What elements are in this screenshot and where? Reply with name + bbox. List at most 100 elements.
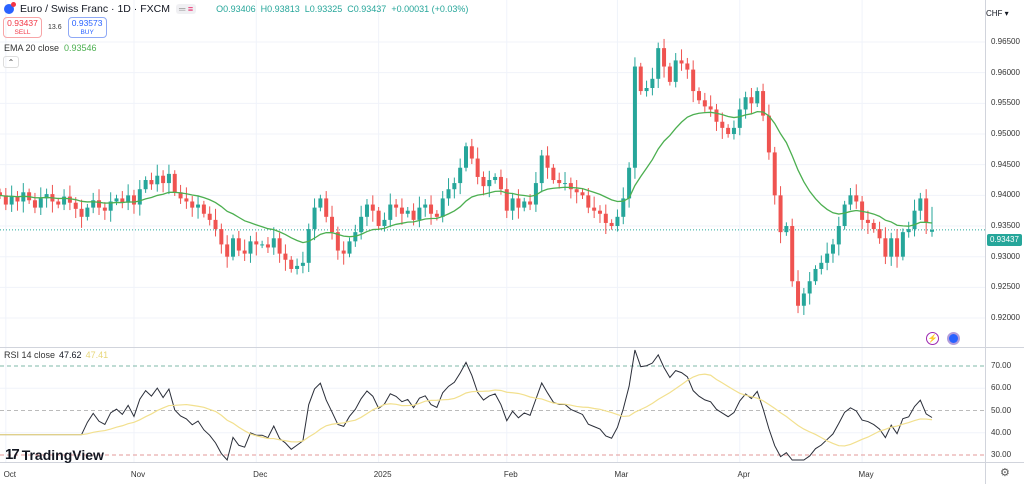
candle-body bbox=[254, 241, 259, 245]
candle-body bbox=[359, 216, 364, 233]
settings-gear-icon[interactable]: ⚙ bbox=[1000, 467, 1010, 479]
candle-body bbox=[708, 106, 713, 110]
candle-body bbox=[405, 210, 410, 214]
candle-body bbox=[615, 216, 620, 227]
candle-body bbox=[67, 196, 72, 203]
candle-body bbox=[493, 176, 498, 181]
rsi-tick-label: 70.00 bbox=[991, 361, 1012, 370]
candle-body bbox=[155, 175, 160, 185]
close-value: 0.93437 bbox=[353, 4, 387, 14]
price-tick-label: 0.93000 bbox=[991, 251, 1020, 261]
candle-body bbox=[376, 210, 381, 227]
candle-body bbox=[667, 66, 672, 82]
candle-body bbox=[481, 176, 486, 187]
candle-body bbox=[446, 189, 451, 199]
currency-selector[interactable]: CHF ▾ bbox=[986, 9, 1009, 18]
candle-body bbox=[102, 207, 107, 211]
collapse-legend-button[interactable]: ⌃ bbox=[3, 56, 19, 68]
low-value: 0.93325 bbox=[309, 4, 343, 14]
candle-body bbox=[225, 244, 230, 257]
sell-price: 0.93437 bbox=[7, 18, 38, 28]
event-icon[interactable] bbox=[947, 332, 960, 345]
candle-body bbox=[178, 192, 183, 199]
candle-body bbox=[930, 229, 934, 232]
candle-body bbox=[586, 195, 591, 208]
candle-body bbox=[813, 268, 818, 282]
visibility-toggle[interactable]: ═ ≡ bbox=[175, 4, 197, 14]
candle-body bbox=[522, 201, 527, 208]
candle-body bbox=[877, 229, 882, 239]
candle-body bbox=[568, 183, 573, 190]
rsi-ma-line bbox=[0, 373, 933, 447]
candle-body bbox=[97, 200, 102, 208]
ema-label: EMA 20 close bbox=[4, 43, 60, 53]
high-value: 0.93813 bbox=[267, 4, 300, 14]
sell-button[interactable]: 0.93437 SELL bbox=[3, 17, 42, 38]
buy-price: 0.93573 bbox=[71, 18, 103, 28]
rsi-legend[interactable]: RSI 14 close 47.62 47.41 bbox=[4, 350, 108, 360]
candle-body bbox=[207, 213, 212, 220]
candle-body bbox=[62, 196, 67, 205]
buy-button[interactable]: 0.93573 BUY bbox=[67, 17, 107, 38]
candle-body bbox=[533, 183, 538, 205]
candle-body bbox=[265, 244, 270, 248]
candle-body bbox=[15, 196, 20, 202]
candle-body bbox=[871, 222, 876, 230]
change-value: +0.00031 (+0.03%) bbox=[391, 4, 469, 14]
candle-body bbox=[318, 198, 323, 208]
currency-flag-icon bbox=[4, 2, 16, 14]
candle-body bbox=[324, 198, 329, 217]
ema-legend[interactable]: EMA 20 close 0.93546 bbox=[4, 43, 97, 53]
candle-body bbox=[79, 208, 84, 217]
tradingview-logo[interactable]: 17 TradingView bbox=[5, 447, 104, 464]
symbol-title[interactable]: Euro / Swiss Franc · 1D · FXCM bbox=[20, 3, 170, 15]
lightning-icon[interactable]: ⚡ bbox=[926, 332, 939, 345]
candle-body bbox=[603, 213, 608, 223]
candle-body bbox=[883, 238, 888, 257]
candle-body bbox=[131, 195, 136, 205]
candle-body bbox=[201, 204, 206, 214]
candle-body bbox=[656, 48, 661, 79]
candle-body bbox=[731, 127, 736, 135]
candle-body bbox=[801, 293, 806, 306]
candle-body bbox=[56, 201, 61, 205]
candle-body bbox=[429, 204, 434, 214]
candle-body bbox=[825, 253, 830, 263]
price-tick-label: 0.96500 bbox=[991, 37, 1020, 46]
candle-body bbox=[108, 201, 113, 211]
candle-body bbox=[487, 180, 492, 187]
candle-body bbox=[627, 167, 632, 199]
candle-body bbox=[516, 198, 521, 208]
candle-body bbox=[621, 198, 626, 217]
price-tick-label: 0.95000 bbox=[991, 129, 1020, 138]
candle-body bbox=[469, 146, 474, 159]
candle-body bbox=[475, 158, 480, 177]
candle-body bbox=[772, 152, 777, 196]
candle-body bbox=[638, 66, 643, 92]
candle-body bbox=[166, 173, 171, 184]
candle-body bbox=[819, 262, 824, 269]
candle-body bbox=[563, 183, 568, 185]
candle-body bbox=[32, 200, 37, 208]
candle-body bbox=[673, 60, 678, 82]
rsi-tick-label: 40.00 bbox=[991, 427, 1012, 437]
candle-body bbox=[44, 194, 49, 199]
candle-body bbox=[755, 91, 760, 104]
buy-label: BUY bbox=[80, 29, 94, 36]
trade-panel: 0.93437 SELL 13.6 0.93573 BUY bbox=[3, 17, 107, 38]
candle-body bbox=[691, 69, 696, 92]
candle-body bbox=[149, 180, 154, 185]
candle-body bbox=[726, 127, 731, 135]
candle-body bbox=[219, 229, 224, 245]
candle-body bbox=[551, 167, 556, 181]
candle-body bbox=[271, 238, 276, 248]
candle-body bbox=[464, 146, 468, 168]
time-tick-label: Apr bbox=[737, 470, 750, 479]
candle-body bbox=[685, 63, 690, 70]
candle-body bbox=[440, 198, 445, 217]
candle-body bbox=[213, 219, 218, 230]
candle-body bbox=[860, 201, 865, 220]
time-tick-label: May bbox=[858, 470, 874, 479]
candle-body bbox=[341, 250, 346, 254]
